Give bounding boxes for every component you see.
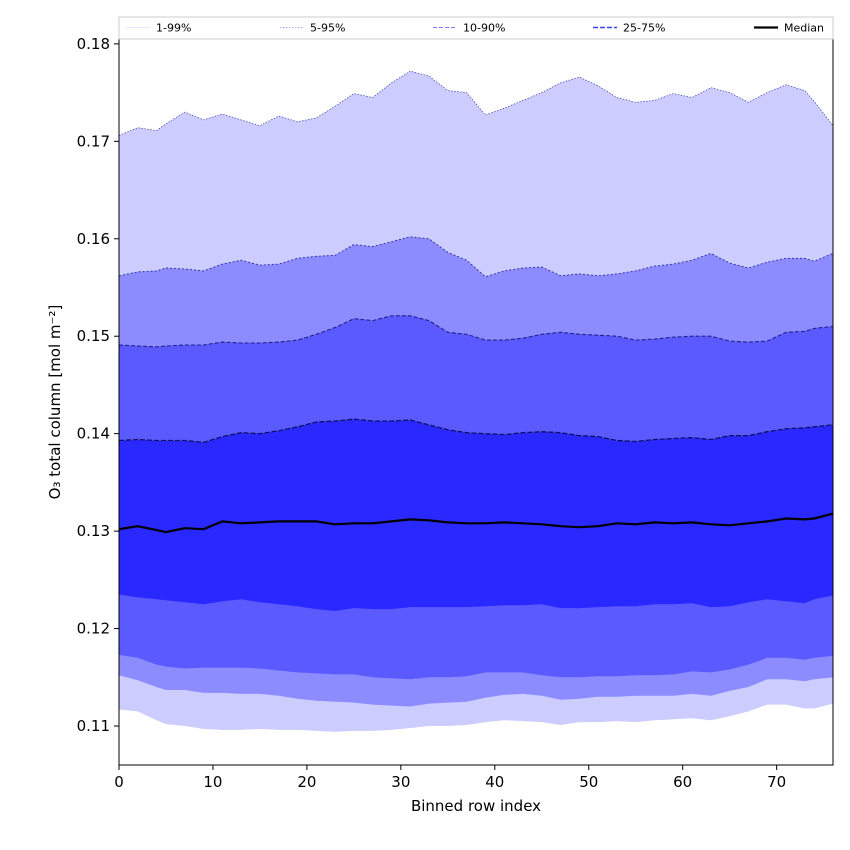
x-tick-label: 50 xyxy=(579,773,598,791)
x-axis-title: Binned row index xyxy=(411,797,541,815)
y-tick-label: 0.14 xyxy=(77,425,110,443)
x-tick-label: 0 xyxy=(114,773,124,791)
legend: 1-99% 5-95% 10-90% 25-75% Median xyxy=(118,16,834,40)
legend-label-3: 10-90% xyxy=(463,22,505,35)
y-axis-title: O₃ total column [mol m⁻²] xyxy=(46,305,64,500)
x-tick-label: 30 xyxy=(391,773,410,791)
band-25-75pct xyxy=(119,419,833,611)
median-line xyxy=(118,512,834,534)
y-axis: 0.11 0.12 0.13 0.14 0.15 0.16 0.17 0.18 xyxy=(77,35,119,735)
percentile-bands xyxy=(119,71,833,732)
legend-label-4: 25-75% xyxy=(623,22,665,35)
band-upper-edge-5-95pct xyxy=(118,236,834,278)
band-upper-edge-25-75pct xyxy=(118,418,834,444)
legend-label-1: 1-99% xyxy=(156,22,191,35)
y-tick-label: 0.17 xyxy=(77,132,110,150)
y-tick-label: 0.16 xyxy=(77,230,110,248)
band-edge-lines xyxy=(118,70,834,444)
legend-frame xyxy=(118,16,834,40)
x-axis: 0 10 20 30 40 50 60 70 xyxy=(114,765,786,791)
x-tick-label: 60 xyxy=(673,773,692,791)
band-upper-edge-1-99pct xyxy=(118,70,834,136)
x-tick-label: 10 xyxy=(203,773,222,791)
y-tick-label: 0.13 xyxy=(77,522,110,540)
x-tick-label: 20 xyxy=(297,773,316,791)
legend-label-5: Median xyxy=(784,22,824,35)
y-tick-label: 0.12 xyxy=(77,620,110,638)
legend-label-2: 5-95% xyxy=(310,22,345,35)
y-tick-label: 0.15 xyxy=(77,327,110,345)
y-tick-label: 0.18 xyxy=(77,35,110,53)
band-upper-edge-10-90pct xyxy=(118,315,834,348)
x-tick-label: 70 xyxy=(767,773,786,791)
y-tick-label: 0.11 xyxy=(77,717,110,735)
x-tick-label: 40 xyxy=(485,773,504,791)
